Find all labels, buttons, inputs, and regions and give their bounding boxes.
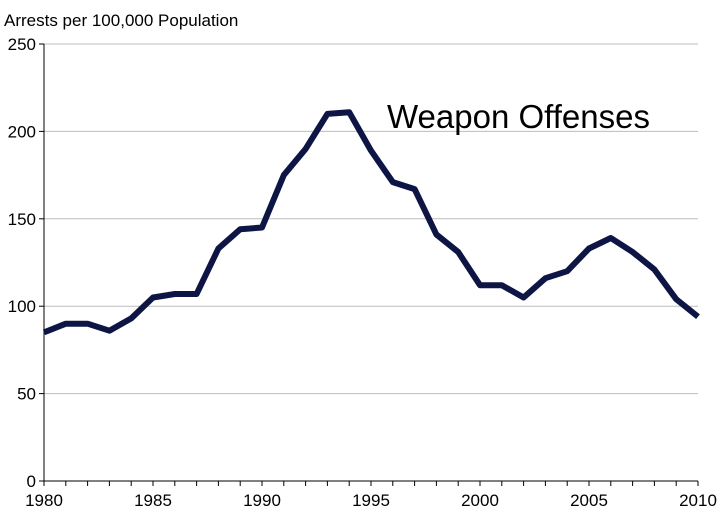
x-tick-label: 2000 bbox=[461, 491, 499, 510]
series-line-weapon-offenses bbox=[42, 109, 700, 336]
y-tick-label: 0 bbox=[27, 472, 36, 491]
labels: 0 50 100 150 200 250 1980 1985 1990 1995 2000 2005 2… bbox=[8, 35, 717, 510]
axes bbox=[39, 43, 699, 486]
y-axis-title: Arrests per 100,000 Population bbox=[4, 11, 238, 30]
x-tick-label: 1985 bbox=[134, 491, 172, 510]
y-tick-label: 250 bbox=[8, 35, 36, 54]
series-annotation: Weapon Offenses bbox=[387, 98, 650, 135]
x-tick-label: 1995 bbox=[352, 491, 390, 510]
y-tick-label: 200 bbox=[8, 122, 36, 141]
series-layer bbox=[42, 109, 700, 336]
x-tick-label: 1980 bbox=[25, 491, 63, 510]
y-tick-label: 50 bbox=[17, 385, 36, 404]
x-tick-label: 2005 bbox=[570, 491, 608, 510]
y-tick-label: 150 bbox=[8, 210, 36, 229]
x-tick-label: 2010 bbox=[679, 491, 717, 510]
gridlines bbox=[44, 43, 698, 395]
y-tick-label: 100 bbox=[8, 297, 36, 316]
x-tick-label: 1990 bbox=[243, 491, 281, 510]
